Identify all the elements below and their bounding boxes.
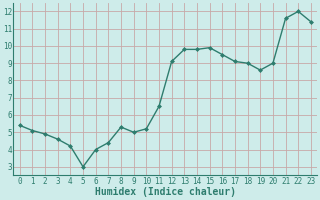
X-axis label: Humidex (Indice chaleur): Humidex (Indice chaleur): [95, 187, 236, 197]
